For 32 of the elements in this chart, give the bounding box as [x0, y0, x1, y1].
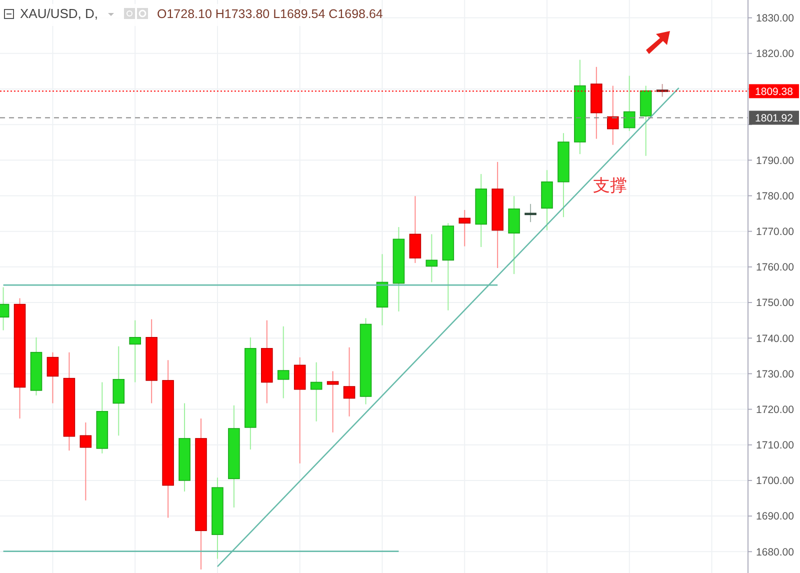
y-tick-label: 1690.00 [756, 510, 794, 523]
y-tick-label: 1820.00 [756, 48, 794, 60]
y-tick-label: 1710.00 [756, 440, 794, 452]
candlestick [409, 196, 422, 264]
y-tick-label: 1730.00 [756, 368, 794, 380]
candlestick [277, 326, 290, 399]
y-tick-label: 1740.00 [756, 332, 794, 345]
candlestick [524, 203, 536, 223]
annotation: 支撑 [593, 176, 627, 195]
candlestick [458, 209, 471, 247]
candlestick [310, 362, 322, 422]
y-tick-label: 1700.00 [756, 475, 794, 488]
candlestick [112, 346, 125, 436]
text: O1728.10 H1733.80 L1689.54 C1698.64 [157, 7, 383, 21]
y-tick-label: 1830.00 [756, 12, 794, 24]
candlestick [46, 352, 59, 404]
candlestick [129, 320, 141, 383]
y-tick-label: 1720.00 [756, 404, 794, 416]
y-tick-label: 1760.00 [756, 262, 794, 274]
y-tick-label: 1680.00 [756, 546, 794, 558]
candlestick [343, 346, 356, 417]
candlestick [623, 75, 636, 132]
candlestick [80, 422, 92, 501]
y-tick-label: 1790.00 [756, 154, 794, 167]
y-tick-label: 1770.00 [756, 226, 794, 238]
ref-line-label: 1809.38 [755, 86, 794, 98]
candlestick [426, 234, 438, 283]
y-tick-label: 1750.00 [756, 297, 794, 310]
text: XAU/USD, D, [20, 6, 98, 21]
y-tick-label: 1780.00 [756, 190, 794, 202]
candlestick [326, 370, 339, 433]
ref-line-label: 1801.92 [755, 112, 794, 124]
